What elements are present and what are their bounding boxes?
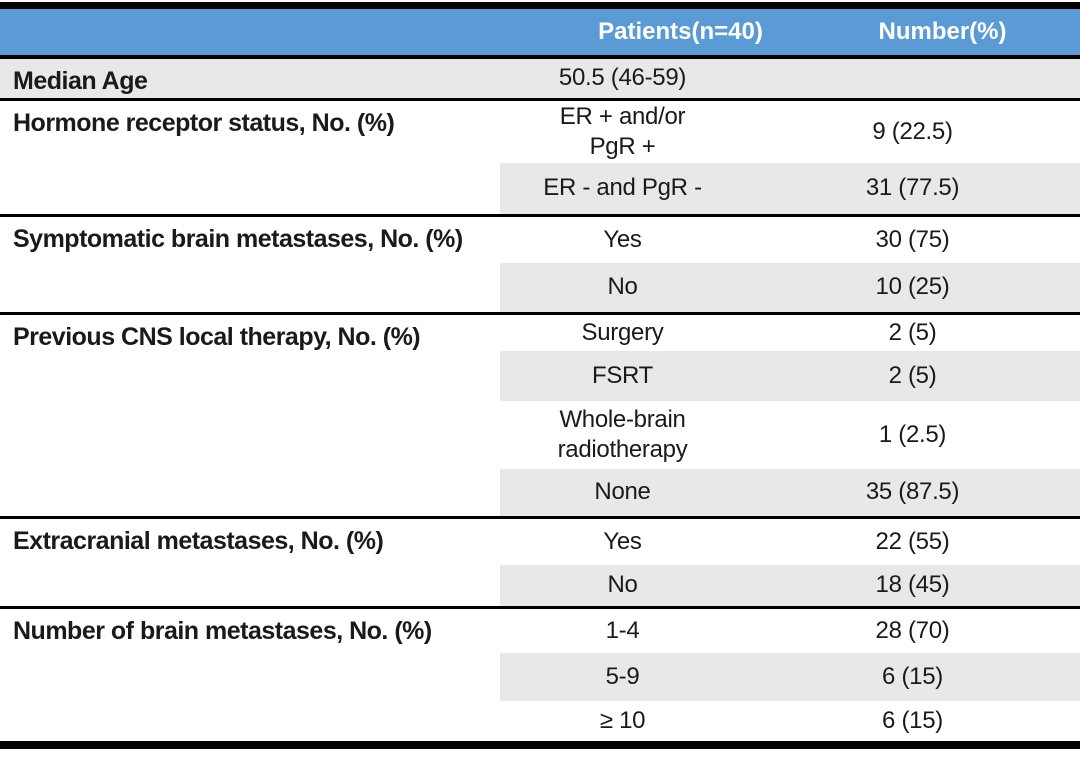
number-cell: 1 (2.5) (878, 421, 947, 448)
table-row-wbrt: Whole-brain radiotherapy 1 (2.5) (0, 401, 1080, 469)
patients-cell: ≥ 10 (599, 707, 646, 734)
patient-characteristics-table: Patients(n=40) Number(%) Median Age 50.5… (0, 2, 1080, 749)
header-number-col: Number(%) (745, 5, 1080, 59)
table-row-extracranial-yes: Extracranial metastases, No. (%) Yes 22 … (0, 515, 1080, 607)
number-cell: 30 (75) (745, 213, 1080, 263)
header-patients-col: Patients(n=40) (500, 5, 763, 59)
table-row-symptomatic-no: No 10 (25) (0, 263, 1080, 313)
patient-characteristics-table-wrap: Patients(n=40) Number(%) Median Age 50.5… (0, 2, 1080, 749)
table-row-mets-1-4: Number of brain metastases, No. (%) 1-4 … (0, 605, 1080, 745)
patients-cell: Yes (500, 213, 745, 263)
patients-cell: Whole-brain radiotherapy (557, 406, 688, 463)
patients-cell: No (500, 263, 745, 313)
table-row-er-positive: Hormone receptor status, No. (%) ER + an… (0, 97, 1080, 215)
number-cell: 2 (5) (745, 311, 1080, 351)
patients-cell: 50.5 (46-59) (500, 57, 745, 99)
number-cell: 2 (5) (745, 351, 1080, 401)
table-row-extracranial-no: No 18 (45) (0, 565, 1080, 607)
patients-cell: 5-9 (500, 653, 745, 701)
header-row: Patients(n=40) Number(%) (0, 5, 1080, 59)
number-cell: 22 (55) (745, 515, 1080, 565)
number-cell: 6 (15) (745, 653, 1080, 701)
number-cell: 35 (87.5) (745, 469, 1080, 517)
patients-cell: ER + and/or PgR + (500, 97, 745, 163)
number-cell: 31 (77.5) (745, 163, 1080, 215)
patients-cell: No (500, 565, 745, 607)
table-row-symptomatic-yes: Symptomatic brain metastases, No. (%) Ye… (0, 213, 1080, 313)
section-label-symptomatic: Symptomatic brain metastases, No. (%) (0, 213, 500, 313)
header-patients-label: Patients(n=40) (598, 18, 763, 45)
table-row-mets-gte-10: ≥ 10 6 (15) (0, 701, 1080, 745)
number-cell (745, 57, 1080, 99)
table-row-fsrt: FSRT 2 (5) (0, 351, 1080, 401)
patients-cell: 1-4 (500, 605, 745, 653)
number-cell: 18 (45) (745, 565, 1080, 607)
table-row-surgery: Previous CNS local therapy, No. (%) Surg… (0, 311, 1080, 517)
table-row-er-negative: ER - and PgR - 31 (77.5) (0, 163, 1080, 215)
section-label-hormone-receptor: Hormone receptor status, No. (%) (0, 97, 500, 215)
section-label-extracranial: Extracranial metastases, No. (%) (0, 515, 500, 607)
table-row-median-age: Median Age 50.5 (46-59) (0, 57, 1080, 99)
number-cell: 10 (25) (745, 263, 1080, 313)
table-row-none: None 35 (87.5) (0, 469, 1080, 517)
number-cell: 6 (15) (882, 707, 943, 734)
section-label-previous-cns: Previous CNS local therapy, No. (%) (0, 311, 500, 517)
table-row-mets-5-9: 5-9 6 (15) (0, 653, 1080, 701)
patients-cell: Yes (500, 515, 745, 565)
header-label-col (0, 5, 500, 59)
patients-cell: ER - and PgR - (500, 163, 745, 215)
patients-cell: None (500, 469, 745, 517)
number-cell: 9 (22.5) (745, 97, 1080, 163)
patients-cell: FSRT (500, 351, 745, 401)
patients-cell: Surgery (500, 311, 745, 351)
section-label-median-age: Median Age (0, 57, 500, 99)
header-number-label: Number(%) (878, 18, 1007, 45)
number-cell: 28 (70) (745, 605, 1080, 653)
section-label-number-of-mets: Number of brain metastases, No. (%) (0, 605, 500, 745)
